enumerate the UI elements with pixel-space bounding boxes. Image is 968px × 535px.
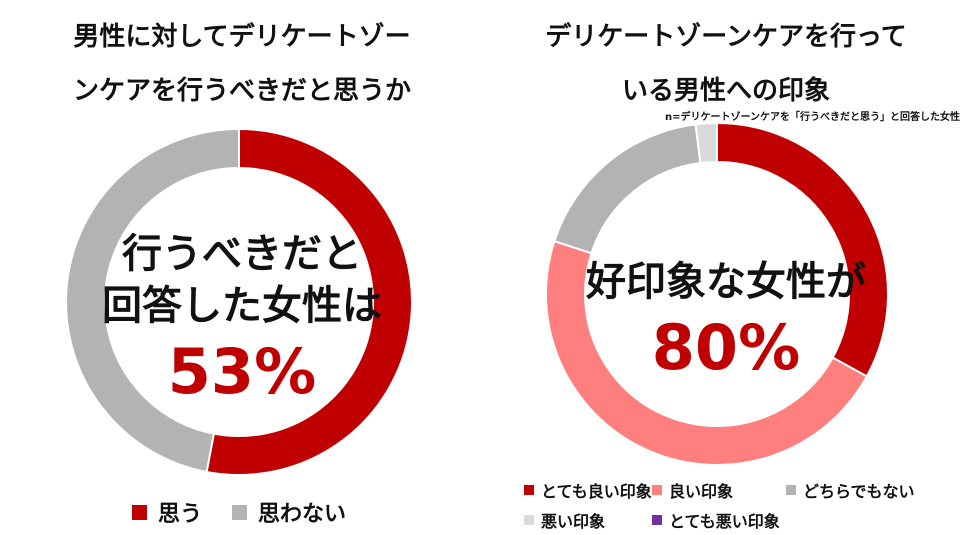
left-legend-item-0: 思う	[132, 496, 202, 528]
left-title-line2: ンケアを行うべきだと思うか	[72, 76, 411, 106]
left-chart-panel: 男性に対してデリケートゾー ンケアを行うべきだと思うか 行うべきだと 回答した女…	[0, 22, 484, 530]
right-legend: とても良い印象 良い印象 どちらでもない悪い印象 とても悪い印象	[484, 474, 968, 532]
right-sample-note: n=デリケートゾーンケアを「行うべきだと思う」と回答した女性	[665, 112, 960, 123]
left-legend-label-0: 思う	[158, 502, 203, 527]
right-legend-item-2: どちらでもない	[786, 478, 915, 502]
left-title-line1: 男性に対してデリケートゾー	[73, 22, 411, 52]
left-slice-0	[205, 129, 412, 475]
right-slice-3	[694, 123, 718, 165]
right-legend-swatch-1	[652, 485, 662, 495]
left-center-line2: 回答した女性は	[102, 283, 382, 329]
right-donut-chart	[546, 123, 888, 465]
right-center-text: 好印象な女性が 80%	[484, 256, 968, 388]
left-legend-item-1: 思わない	[232, 496, 346, 528]
right-legend-item-0: とても良い印象	[524, 478, 652, 502]
right-legend-swatch-2	[786, 485, 796, 495]
left-legend-label-1: 思わない	[258, 502, 347, 527]
right-legend-label-4: とても悪い印象	[669, 512, 780, 531]
right-legend-swatch-0	[524, 485, 534, 495]
right-legend-label-2: どちらでもない	[803, 482, 915, 501]
right-legend-swatch-4	[652, 515, 662, 525]
left-center-percent: 53%	[167, 335, 317, 408]
right-legend-label-3: 悪い印象	[541, 512, 606, 531]
right-legend-item-3: 悪い印象	[524, 508, 605, 532]
right-center-percent: 80%	[651, 311, 801, 384]
left-legend: 思う 思わない	[0, 490, 484, 530]
right-legend-label-0: とても良い印象	[541, 482, 652, 501]
left-center-line1: 行うべきだと	[122, 231, 362, 277]
right-slice-2	[553, 123, 702, 255]
left-center-text: 行うべきだと 回答した女性は 53%	[0, 228, 484, 412]
left-slice-1	[66, 129, 240, 474]
right-legend-item-4: とても悪い印象	[652, 508, 780, 532]
right-legend-swatch-3	[524, 515, 534, 525]
right-slice-1	[546, 239, 869, 465]
left-legend-swatch-0	[132, 504, 147, 520]
right-title-line1: デリケートゾーンケアを行って	[545, 22, 907, 52]
right-legend-label-1: 良い印象	[669, 482, 734, 501]
left-donut-chart	[66, 129, 412, 475]
left-legend-swatch-1	[232, 504, 247, 520]
right-title-line2: いる男性への印象	[621, 76, 830, 106]
right-chart-panel: デリケートゾーンケアを行って いる男性への印象 n=デリケートゾーンケアを「行う…	[484, 0, 968, 535]
right-center-line1: 好印象な女性が	[586, 259, 866, 305]
right-legend-item-1: 良い印象	[652, 478, 733, 502]
